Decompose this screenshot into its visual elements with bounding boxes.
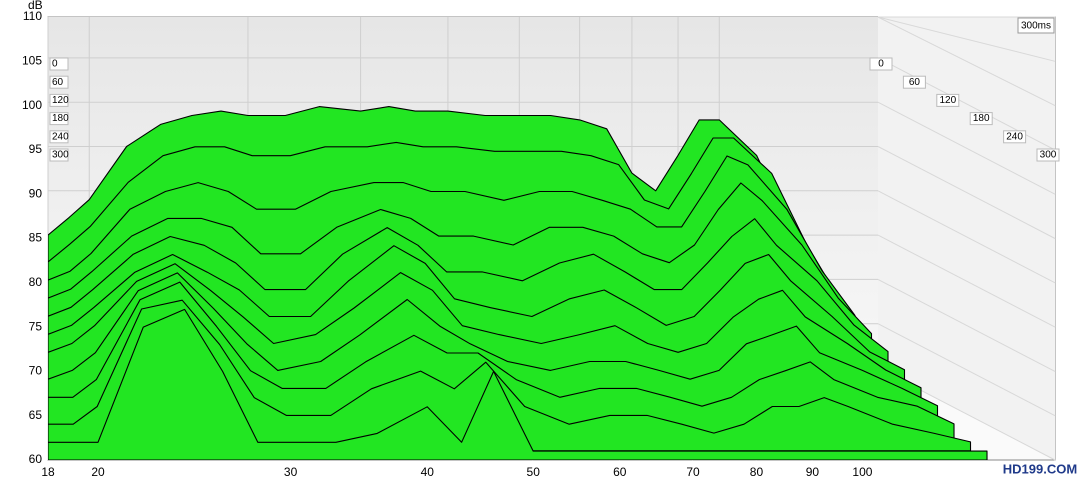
z-tick-box	[902, 75, 926, 89]
z-tick-label: 180	[973, 113, 990, 124]
y-tick-label: 65	[29, 408, 43, 422]
grid-line	[877, 323, 1056, 417]
grid-line	[877, 278, 1056, 372]
time-label: 300ms	[1021, 21, 1051, 32]
x-tick-label: 90	[806, 465, 820, 479]
z-tick-label: 300	[1040, 150, 1057, 161]
z-tick-label: 240	[1006, 131, 1023, 142]
x-tick-label: 100	[852, 465, 872, 479]
time-box	[1017, 17, 1055, 34]
z-tick-box	[49, 148, 69, 162]
waterfall-slice	[48, 281, 955, 443]
waterfall-slice	[48, 308, 988, 460]
z-tick-box	[49, 130, 69, 144]
z-tick-label: 120	[939, 95, 956, 106]
z-tick-box	[49, 75, 69, 89]
y-tick-label: 105	[22, 53, 42, 67]
grid-line	[877, 190, 1056, 284]
grid-line	[877, 234, 1056, 328]
y-axis-label: dB	[28, 0, 43, 12]
z-tick-box	[49, 57, 69, 71]
waterfall-slice	[48, 299, 972, 452]
z-tick-label: 120	[52, 95, 69, 106]
y-tick-label: 90	[29, 186, 43, 200]
z-tick-box	[49, 93, 69, 107]
z-tick-box	[969, 112, 993, 126]
grid-line	[877, 16, 1056, 62]
z-tick-label: 300	[52, 150, 69, 161]
x-tick-label: 80	[750, 465, 764, 479]
y-tick-label: 75	[29, 319, 43, 333]
y-tick-label: 100	[22, 98, 42, 112]
y-tick-label: 60	[29, 452, 43, 466]
y-tick-label: 85	[29, 231, 43, 245]
x-tick-label: 70	[686, 465, 700, 479]
z-tick-box	[1003, 130, 1027, 144]
x-tick-label: 60	[613, 465, 627, 479]
x-tick-label: 20	[91, 465, 105, 479]
z-tick-box	[1036, 148, 1060, 162]
grid-line	[877, 146, 1056, 239]
grid-line	[877, 101, 1056, 195]
z-tick-label: 180	[52, 113, 69, 124]
z-tick-box	[936, 93, 960, 107]
x-tick-label: 50	[527, 465, 541, 479]
z-tick-box	[869, 57, 893, 71]
z-tick-label: 60	[52, 77, 64, 88]
y-tick-label: 70	[29, 364, 43, 378]
watermark: HD199.COM	[1003, 461, 1077, 476]
z-tick-label: 0	[52, 59, 58, 70]
z-tick-label: 240	[52, 131, 69, 142]
x-tick-label: 18	[41, 465, 55, 479]
y-tick-label: 80	[29, 275, 43, 289]
grid-line	[877, 16, 1056, 107]
y-tick-label: 95	[29, 142, 43, 156]
y-tick-label: 110	[23, 9, 42, 23]
x-tick-label: 30	[284, 465, 298, 479]
side-wall	[878, 17, 1055, 460]
z-tick-label: 0	[878, 59, 884, 70]
x-tick-label: 40	[421, 465, 435, 479]
z-tick-label: 60	[909, 77, 921, 88]
z-tick-box	[49, 112, 69, 126]
